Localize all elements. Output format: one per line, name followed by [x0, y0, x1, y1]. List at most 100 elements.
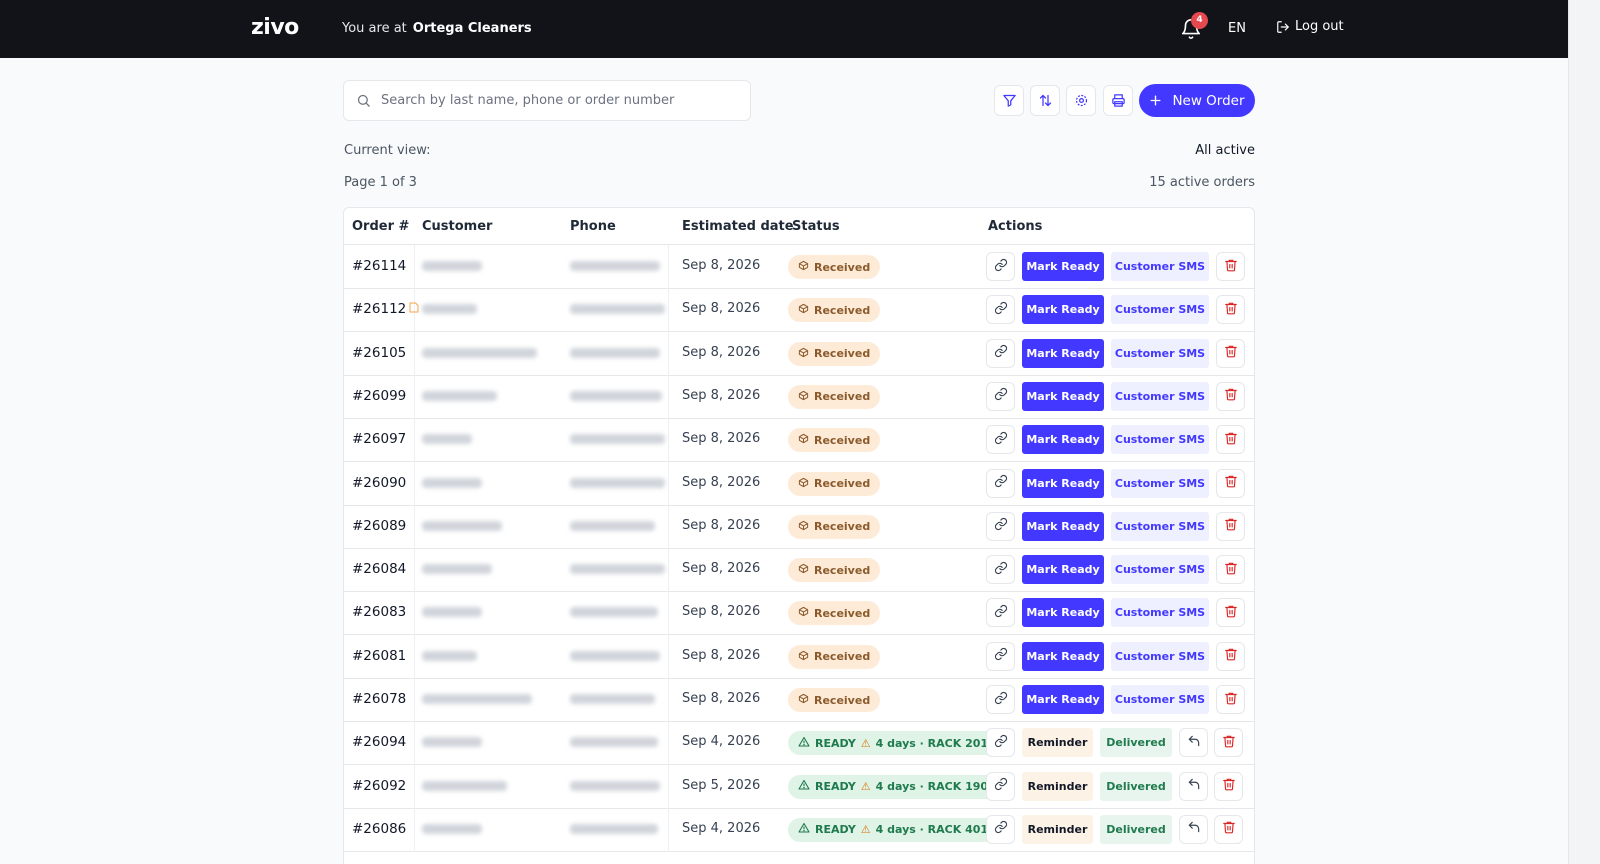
bell-icon[interactable] — [1180, 18, 1202, 40]
undo-button[interactable] — [1179, 814, 1208, 844]
table-row[interactable]: #26094 Sep 4, 2026 READY ⚠ 4 days · RACK 201… — [344, 721, 1254, 766]
logo[interactable]: zivo — [251, 15, 299, 40]
table-row[interactable]: #26081 Sep 8, 2026 Received Mark Ready Custo… — [344, 634, 1254, 679]
table-row[interactable]: #26083 Sep 8, 2026 Received Mark Ready Custo… — [344, 591, 1254, 636]
table-row[interactable]: #26078 Sep 8, 2026 Received Mark Ready Custo… — [344, 678, 1254, 722]
copy-link-button[interactable] — [986, 511, 1015, 541]
table-row[interactable]: #26099 Sep 8, 2026 Received Mark Ready Custo… — [344, 374, 1254, 419]
table-row[interactable]: #26092 Sep 5, 2026 READY ⚠ 4 days · RACK 190… — [344, 764, 1254, 809]
delivered-button[interactable]: Delivered — [1100, 771, 1172, 801]
mark-ready-button[interactable]: Mark Ready — [1022, 555, 1104, 585]
copy-link-button[interactable] — [986, 338, 1015, 368]
order-number[interactable]: #26084 — [352, 561, 406, 577]
delete-button[interactable] — [1216, 295, 1245, 325]
search-box[interactable] — [343, 80, 751, 121]
mark-ready-button[interactable]: Mark Ready — [1022, 641, 1104, 671]
order-number[interactable]: #26105 — [352, 345, 406, 361]
mark-ready-button[interactable]: Mark Ready — [1022, 685, 1104, 714]
order-number[interactable]: #26081 — [352, 648, 406, 664]
column-header-estimated-date[interactable]: Estimated date — [682, 219, 794, 234]
customer-sms-button[interactable]: Customer SMS — [1111, 641, 1209, 671]
column-header-phone[interactable]: Phone — [570, 219, 616, 234]
reminder-button[interactable]: Reminder — [1022, 771, 1093, 801]
order-number[interactable]: #26112 — [352, 301, 419, 317]
delete-button[interactable] — [1216, 425, 1245, 455]
column-header-customer[interactable]: Customer — [422, 219, 493, 234]
customer-sms-button[interactable]: Customer SMS — [1111, 338, 1209, 368]
order-number[interactable]: #26090 — [352, 475, 406, 491]
customer-sms-button[interactable]: Customer SMS — [1111, 598, 1209, 628]
copy-link-button[interactable] — [986, 295, 1015, 325]
customer-sms-button[interactable]: Customer SMS — [1111, 555, 1209, 585]
copy-link-button[interactable] — [986, 468, 1015, 498]
order-number[interactable]: #26099 — [352, 388, 406, 404]
delivered-button[interactable]: Delivered — [1100, 814, 1172, 844]
delete-button[interactable] — [1216, 511, 1245, 541]
customer-sms-button[interactable]: Customer SMS — [1111, 295, 1209, 325]
delete-button[interactable] — [1216, 641, 1245, 671]
filter-button[interactable] — [994, 85, 1024, 116]
order-number[interactable]: #26092 — [352, 778, 406, 794]
logout-button[interactable]: Log out — [1276, 19, 1344, 34]
delete-button[interactable] — [1214, 728, 1243, 758]
delete-button[interactable] — [1216, 252, 1245, 281]
copy-link-button[interactable] — [986, 425, 1015, 455]
sort-button[interactable] — [1030, 85, 1060, 116]
copy-link-button[interactable] — [986, 641, 1015, 671]
table-row[interactable]: #26114 Sep 8, 2026 Received Mark Ready Custo… — [344, 245, 1254, 289]
delete-button[interactable] — [1216, 685, 1245, 714]
table-row[interactable]: #26090 Sep 8, 2026 Received Mark Ready Custo… — [344, 461, 1254, 506]
location-name[interactable]: Ortega Cleaners — [412, 21, 532, 36]
table-row[interactable]: #26086 Sep 4, 2026 READY ⚠ 4 days · RACK 401… — [344, 807, 1254, 852]
mark-ready-button[interactable]: Mark Ready — [1022, 252, 1104, 281]
order-number[interactable]: #26114 — [352, 258, 406, 274]
order-number[interactable]: #26083 — [352, 604, 406, 620]
table-row[interactable]: #26112 Sep 8, 2026 Received Mark Ready Custo… — [344, 288, 1254, 333]
settings-button[interactable] — [1066, 85, 1096, 116]
mark-ready-button[interactable]: Mark Ready — [1022, 598, 1104, 628]
customer-sms-button[interactable]: Customer SMS — [1111, 425, 1209, 455]
customer-sms-button[interactable]: Customer SMS — [1111, 468, 1209, 498]
copy-link-button[interactable] — [986, 728, 1015, 758]
customer-sms-button[interactable]: Customer SMS — [1111, 511, 1209, 541]
copy-link-button[interactable] — [986, 555, 1015, 585]
delete-button[interactable] — [1216, 555, 1245, 585]
table-row[interactable]: #26089 Sep 8, 2026 Received Mark Ready Custo… — [344, 504, 1254, 549]
print-button[interactable] — [1103, 85, 1133, 116]
reminder-button[interactable]: Reminder — [1022, 728, 1093, 758]
order-number[interactable]: #26078 — [352, 691, 406, 707]
search-input[interactable] — [381, 93, 721, 108]
undo-button[interactable] — [1179, 771, 1208, 801]
reminder-button[interactable]: Reminder — [1022, 814, 1093, 844]
delete-button[interactable] — [1216, 598, 1245, 628]
delete-button[interactable] — [1214, 771, 1243, 801]
customer-sms-button[interactable]: Customer SMS — [1111, 381, 1209, 411]
order-number[interactable]: #26089 — [352, 518, 406, 534]
customer-sms-button[interactable]: Customer SMS — [1111, 252, 1209, 281]
order-number[interactable]: #26086 — [352, 821, 406, 837]
column-header-status[interactable]: Status — [792, 219, 840, 234]
mark-ready-button[interactable]: Mark Ready — [1022, 295, 1104, 325]
copy-link-button[interactable] — [986, 814, 1015, 844]
mark-ready-button[interactable]: Mark Ready — [1022, 468, 1104, 498]
table-row[interactable]: #26084 Sep 8, 2026 Received Mark Ready Custo… — [344, 548, 1254, 593]
language-switcher[interactable]: EN — [1228, 21, 1246, 36]
table-row[interactable]: #26097 Sep 8, 2026 Received Mark Ready Custo… — [344, 418, 1254, 463]
customer-sms-button[interactable]: Customer SMS — [1111, 685, 1209, 714]
new-order-button[interactable]: New Order — [1139, 84, 1255, 117]
delete-button[interactable] — [1216, 468, 1245, 498]
copy-link-button[interactable] — [986, 685, 1015, 714]
delete-button[interactable] — [1216, 381, 1245, 411]
copy-link-button[interactable] — [986, 381, 1015, 411]
column-header-order[interactable]: Order # — [352, 219, 410, 234]
order-number[interactable]: #26097 — [352, 431, 406, 447]
order-number[interactable]: #26094 — [352, 734, 406, 750]
mark-ready-button[interactable]: Mark Ready — [1022, 338, 1104, 368]
scrollbar[interactable] — [1568, 0, 1600, 864]
delete-button[interactable] — [1216, 338, 1245, 368]
copy-link-button[interactable] — [986, 771, 1015, 801]
mark-ready-button[interactable]: Mark Ready — [1022, 381, 1104, 411]
copy-link-button[interactable] — [986, 252, 1015, 281]
copy-link-button[interactable] — [986, 598, 1015, 628]
current-view-value[interactable]: All active — [1195, 143, 1255, 158]
